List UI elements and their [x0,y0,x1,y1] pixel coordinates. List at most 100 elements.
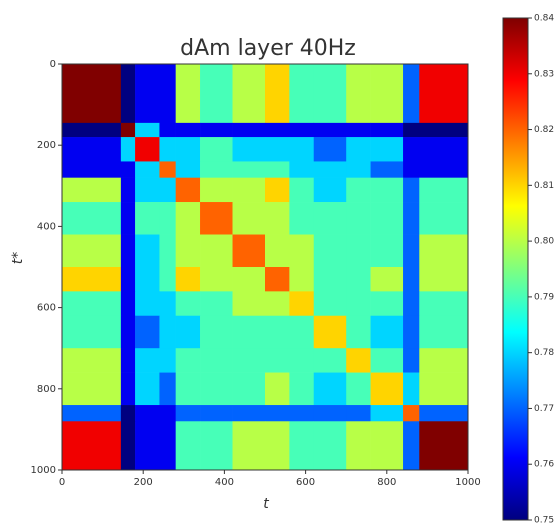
cell [346,421,371,471]
cell [120,122,136,138]
colorbar-tick-label: 0.76 [534,460,554,470]
cell [346,234,371,268]
cell [135,122,160,138]
cell [135,421,160,471]
cell [200,234,233,268]
cell [265,291,290,317]
cell [232,161,266,178]
cell [120,234,136,268]
cell [265,348,290,373]
cell [62,421,122,471]
x-tick-label: 600 [296,477,315,488]
cell [265,161,290,178]
cell [419,202,469,235]
y-tick-label: 200 [37,140,56,151]
cell [175,234,201,268]
cell [159,348,176,373]
cell [289,421,315,471]
cell [403,291,420,317]
cell [370,137,404,162]
cell [135,315,160,349]
cell [120,137,136,162]
cell [313,421,347,471]
cell [135,372,160,406]
cell [159,234,176,268]
cell [62,291,122,317]
y-tick-label: 600 [37,303,56,314]
cell [175,137,201,162]
cell [370,421,404,471]
colorbar-tick-label: 0.84 [534,14,554,24]
heatmap [62,64,469,471]
colorbar-tick-label: 0.80 [534,237,554,247]
cell [346,122,371,138]
cell [346,202,371,235]
cell [403,161,420,178]
cell [289,348,315,373]
cell [419,315,469,349]
cell [403,234,420,268]
cell [346,177,371,203]
colorbar-tick-label: 0.77 [534,404,554,414]
cell [403,202,420,235]
cell [346,405,371,422]
cell [232,64,266,124]
x-tick-label: 1000 [455,477,480,488]
cell [200,202,233,235]
cell [232,421,266,471]
plot-frame [61,63,469,471]
cell [232,372,266,406]
cell [135,405,160,422]
cell [200,291,233,317]
cell [289,315,315,349]
cell [370,348,404,373]
cell [175,267,201,292]
x-tick-label: 0 [59,477,65,488]
cell [232,137,266,162]
cell [313,122,347,138]
cell [175,202,201,235]
cell [403,348,420,373]
cell [62,177,122,203]
cell [200,421,233,471]
cell [120,291,136,317]
cell [313,267,347,292]
cell [135,64,160,124]
cell [62,372,122,406]
cell [313,161,347,178]
cell [135,177,160,203]
cell [159,202,176,235]
cell [419,122,469,138]
x-axis-label: t [263,496,269,512]
cell [370,202,404,235]
colorbar-tick-label: 0.82 [534,125,554,135]
cell [346,291,371,317]
cell [419,161,469,178]
cell [370,372,404,406]
cell [175,177,201,203]
colorbar-tick-label: 0.81 [534,181,554,191]
cell [135,161,160,178]
colorbar-tick-label: 0.75 [534,516,554,526]
cell [370,405,404,422]
cell [62,315,122,349]
y-axis-label: t* [10,252,26,265]
cell [289,122,315,138]
cell [289,405,315,422]
cell [289,137,315,162]
cell [232,291,266,317]
cell [313,348,347,373]
cell [62,234,122,268]
cell [62,122,122,138]
cell [419,405,469,422]
cell [265,122,290,138]
cell [200,405,233,422]
cell [120,421,136,471]
cell [200,177,233,203]
cell [62,64,122,124]
cell [403,315,420,349]
cell [120,64,136,124]
cell [175,405,201,422]
cell [232,122,266,138]
